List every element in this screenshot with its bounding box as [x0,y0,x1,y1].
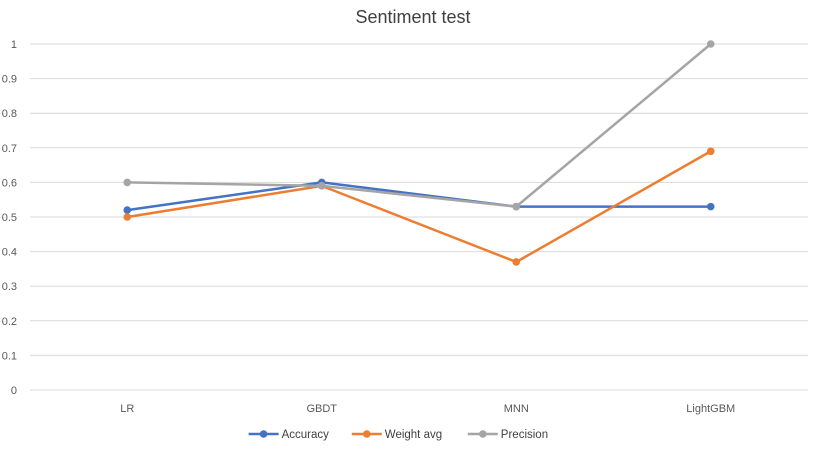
data-point [512,202,521,211]
legend-label: Precision [501,429,548,441]
legend-marker [259,430,268,438]
series-precision [123,40,715,211]
x-tick-label: LR [120,403,134,415]
data-point [706,40,715,48]
data-point [123,178,132,187]
series-line [127,43,712,208]
legend-item: Precision [467,429,548,441]
y-axis-ticks: 0 0.1 0.2 0.3 0.4 0.5 0.6 0.7 0.8 0.9 1 [2,39,17,397]
y-tick-label: 1 [11,39,17,51]
x-tick-label: LightGBM [686,403,735,415]
series-lines [123,40,715,266]
y-tick-label: 0.2 [2,316,17,328]
y-tick-label: 0 [11,385,17,397]
legend-marker [479,430,487,438]
chart-title: Sentiment test [355,7,470,27]
gridlines [30,43,808,391]
y-tick-label: 0.6 [2,177,17,189]
y-tick-label: 0.8 [2,108,17,120]
legend-item: Weight avg [351,429,442,441]
x-axis-ticks: LR GBDT MNN LightGBM [120,403,735,415]
legend-item: Accuracy [248,429,330,441]
data-point [317,182,326,190]
x-tick-label: GBDT [306,403,337,415]
y-tick-label: 0.7 [2,143,17,155]
legend-label: Accuracy [282,429,330,441]
data-point [706,202,715,211]
y-tick-label: 0.5 [2,212,17,224]
y-tick-label: 0.3 [2,281,17,293]
legend-marker [363,430,371,438]
series-line [127,150,712,264]
data-point [512,258,521,266]
data-point [706,147,715,156]
y-tick-label: 0.9 [2,74,17,86]
x-tick-label: MNN [504,403,529,415]
data-point [123,213,132,221]
legend-label: Weight avg [385,429,442,441]
legend: Accuracy Weight avg Precision [248,429,548,441]
y-tick-label: 0.1 [2,350,17,362]
y-tick-label: 0.4 [2,247,17,259]
data-point [123,206,132,214]
